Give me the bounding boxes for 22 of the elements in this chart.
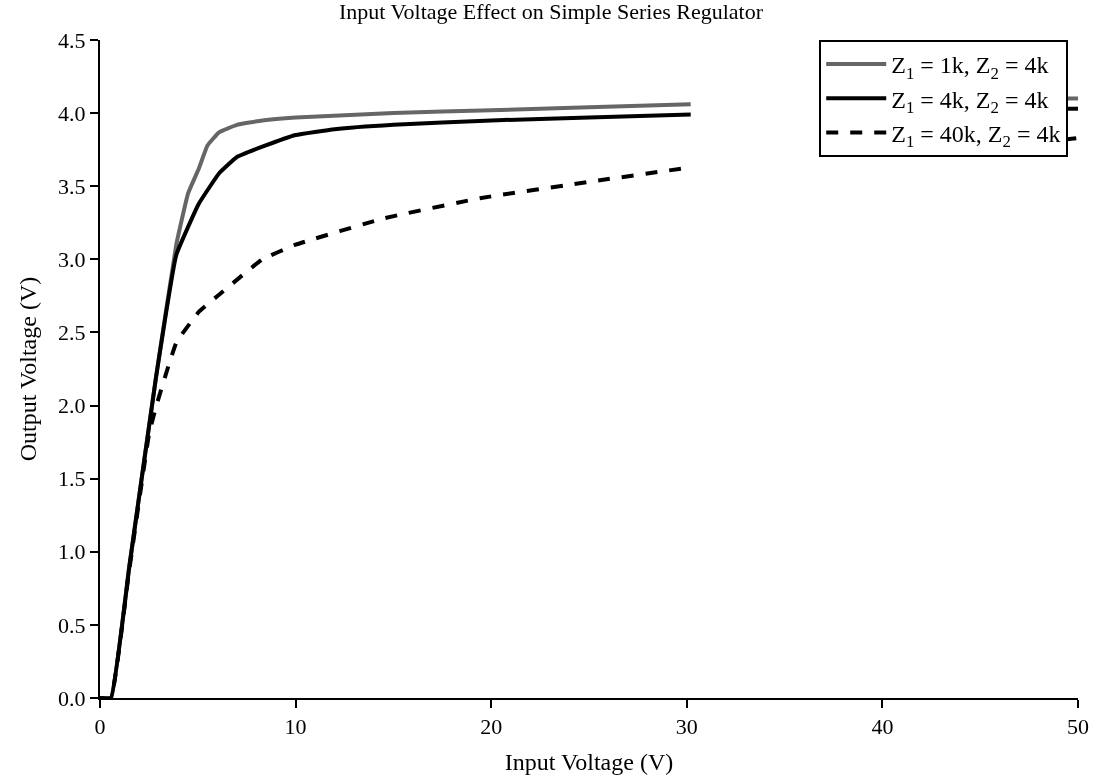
legend-label: Z$_{1}$ = 1k, Z$_{2}$ = 4k bbox=[891, 52, 1049, 83]
x-tick-label: 40 bbox=[871, 714, 894, 740]
x-tick-label: 0 bbox=[94, 714, 106, 740]
y-tick-label: 1.5 bbox=[58, 466, 86, 492]
y-axis-title: Output Voltage (V) bbox=[14, 276, 41, 462]
y-tick-label: 4.5 bbox=[58, 27, 86, 53]
x-tick-label: 10 bbox=[284, 714, 307, 740]
x-tick-label: 30 bbox=[675, 714, 698, 740]
legend-label: Z$_{1}$ = 4k, Z$_{2}$ = 4k bbox=[891, 86, 1049, 117]
x-tick-label: 20 bbox=[480, 714, 503, 740]
y-tick-label: 3.0 bbox=[58, 247, 86, 273]
chart-title: Input Voltage Effect on Simple Series Regulator bbox=[338, 0, 764, 25]
y-tick-label: 1.0 bbox=[58, 539, 86, 565]
y-tick-label: 0.0 bbox=[58, 685, 86, 711]
y-tick-label: 2.0 bbox=[58, 393, 86, 419]
y-tick-label: 0.5 bbox=[58, 612, 86, 638]
x-tick-label: 50 bbox=[1067, 714, 1089, 740]
x-axis-title: Input Voltage (V) bbox=[504, 749, 674, 776]
y-tick-label: 4.0 bbox=[58, 100, 86, 126]
y-tick-label: 2.5 bbox=[58, 320, 86, 346]
legend-label: Z$_{1}$ = 40k, Z$_{2}$ = 4k bbox=[891, 120, 1061, 151]
y-tick-label: 3.5 bbox=[58, 173, 86, 199]
